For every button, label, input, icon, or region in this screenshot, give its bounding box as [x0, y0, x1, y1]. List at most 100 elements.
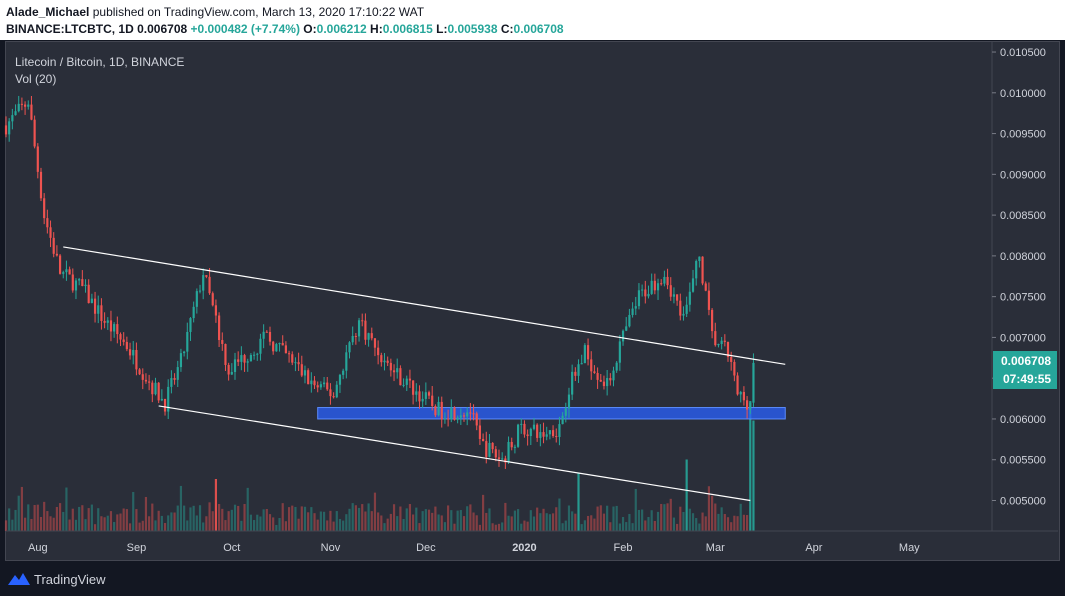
volume-bar [256, 514, 259, 531]
volume-bar [233, 504, 237, 531]
candle-body [208, 276, 211, 294]
candle-body [698, 256, 701, 262]
volume-bar [354, 505, 357, 531]
tradingview-brand[interactable]: TradingView [34, 572, 106, 587]
trendline [158, 405, 751, 502]
candle-body [532, 424, 536, 429]
tradingview-logo-icon[interactable] [8, 571, 30, 585]
candle-body [141, 374, 144, 380]
volume-bar [545, 513, 548, 531]
volume-bar [240, 520, 243, 531]
candle-body [122, 339, 125, 342]
author-name[interactable]: Alade_Michael [6, 5, 90, 19]
candle-body [631, 308, 634, 315]
volume-bar [154, 520, 157, 531]
volume-bar [78, 506, 81, 531]
volume-bar [599, 505, 602, 531]
price-tick-label: 0.009000 [1000, 169, 1046, 181]
candle-body [233, 359, 237, 372]
volume-bar [253, 520, 256, 531]
candle-body [472, 413, 475, 415]
candle-body [447, 418, 450, 420]
support-zone-layer [317, 407, 786, 420]
candle-body [431, 395, 434, 407]
last-price-label: 0.006708 [1001, 354, 1051, 368]
candle-body [68, 269, 71, 275]
price-tick-label: 0.010500 [1000, 47, 1046, 59]
volume-bar [84, 519, 87, 531]
volume-bar [752, 420, 755, 531]
candle-body [405, 378, 408, 385]
candle-body [291, 354, 294, 363]
candle-body [36, 146, 39, 172]
candle-body [132, 349, 135, 356]
volume-bar [284, 521, 287, 531]
candle-body [466, 412, 469, 417]
volume-bar [462, 516, 466, 531]
volume-bar [421, 511, 424, 531]
volume-bar [548, 514, 551, 531]
candle-body [58, 255, 62, 274]
candle-body [609, 378, 612, 381]
volume-bar [326, 520, 329, 531]
volume-bar [447, 505, 450, 531]
candle-body [679, 300, 682, 316]
candle-body [516, 424, 520, 447]
candle-body [338, 374, 342, 385]
volume-bar [246, 487, 249, 531]
volume-bar [415, 507, 418, 531]
volume-bar [529, 510, 532, 531]
volume-bar [688, 508, 691, 531]
candle-body [227, 364, 230, 375]
candle-body [650, 280, 653, 294]
candle-body [106, 320, 109, 323]
volume-bar [583, 520, 586, 531]
chart-frame[interactable] [5, 41, 1060, 561]
candle-body [571, 371, 574, 395]
volume-bar [128, 523, 132, 531]
candle-body [265, 331, 268, 333]
candle-body [103, 320, 106, 323]
volume-bar [43, 501, 46, 531]
candle-body [14, 111, 17, 116]
candle-body [564, 408, 567, 416]
candle-body [542, 432, 545, 437]
volume-bar [275, 524, 278, 531]
candle-body [259, 338, 262, 354]
candle-body [723, 340, 726, 342]
volume-bar [202, 522, 205, 531]
candle-body [529, 428, 532, 437]
candle-body [733, 361, 736, 376]
candle-body [469, 412, 472, 414]
volume-bar [653, 520, 656, 531]
last-price-tag: 0.006708 07:49:55 [993, 351, 1057, 389]
volume-bar [402, 519, 405, 531]
volume-bar [676, 523, 679, 531]
close-label: C: [500, 22, 514, 36]
candle-body [275, 344, 278, 352]
candle-body [294, 362, 297, 364]
volume-bar [574, 513, 577, 531]
candle-body [739, 391, 742, 395]
candle-body [494, 449, 497, 458]
candle-body [90, 298, 93, 304]
volume-bar [558, 498, 561, 531]
candle-body [205, 275, 208, 277]
candle-body [71, 274, 74, 291]
volume-bar [176, 505, 179, 531]
volume-bar [742, 514, 745, 531]
candle-body [329, 389, 332, 397]
candle-body [577, 364, 580, 376]
volume-bar [564, 520, 567, 531]
volume-bar [30, 518, 33, 531]
volume-bar [672, 517, 676, 531]
volume-bar [208, 502, 211, 531]
candle-body [450, 407, 453, 420]
volume-bar [551, 513, 555, 531]
candle-body [195, 291, 198, 307]
candle-body [561, 415, 564, 425]
candle-body [688, 291, 691, 305]
volume-bar [167, 515, 170, 531]
volume-bar [370, 511, 373, 531]
